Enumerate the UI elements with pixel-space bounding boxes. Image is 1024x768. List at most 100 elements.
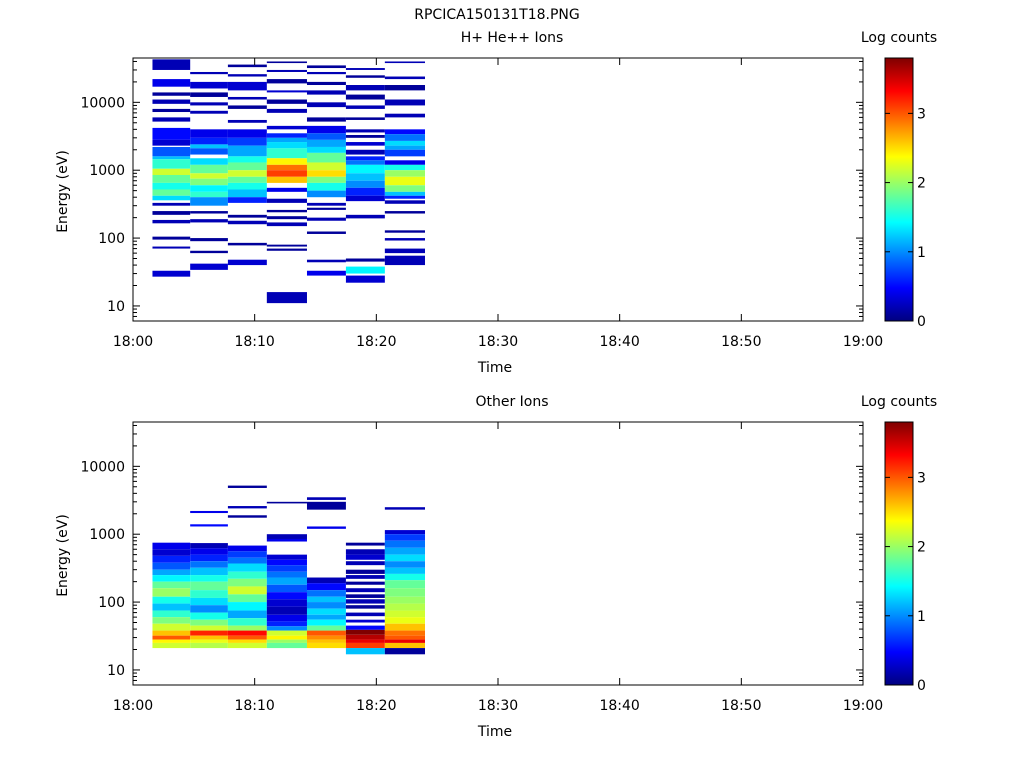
spectrogram-cell <box>227 563 267 572</box>
spectrogram-cell <box>384 191 425 196</box>
spectrogram-cell <box>306 207 346 210</box>
spectrogram-cell <box>384 540 425 548</box>
colorbar-tick-label: 0 <box>917 314 926 330</box>
spectrogram-cell <box>190 129 228 138</box>
spectrogram-cell <box>345 164 385 174</box>
x-tick-label: 18:30 <box>478 698 518 714</box>
spectrogram-cell <box>266 137 307 143</box>
spectrogram-cell <box>266 198 307 203</box>
spectrogram-cell <box>190 605 228 613</box>
spectrogram-cell <box>190 250 228 254</box>
spectrogram-cell <box>152 555 191 563</box>
x-tick-label: 18:20 <box>356 698 396 714</box>
spectrogram-cell <box>384 507 425 510</box>
spectrogram-cell <box>384 76 425 80</box>
x-tick-label: 19:00 <box>843 698 883 714</box>
figure-title: RPCICA150131T18.PNG <box>414 7 579 23</box>
spectrogram-cell <box>266 164 307 171</box>
spectrogram-cell <box>384 639 425 643</box>
spectrogram-cell <box>190 158 228 165</box>
spectrogram-cell <box>266 79 307 84</box>
spectrogram-cell <box>227 610 267 619</box>
spectrogram-cell <box>227 105 267 109</box>
spectrogram-cell <box>190 137 228 145</box>
spectrogram-cell <box>345 554 385 560</box>
colorbar <box>884 57 914 322</box>
spectrogram-cell <box>345 160 385 165</box>
spectrogram-cell <box>384 567 425 574</box>
spectrogram-cell <box>227 485 267 488</box>
spectrogram-cell <box>152 562 191 570</box>
spectrogram-cell <box>190 148 228 155</box>
y-tick-label: 10 <box>107 299 125 315</box>
spectrogram-cell <box>152 92 191 96</box>
spectrogram-cell <box>384 610 425 618</box>
spectrogram-cell <box>152 635 191 640</box>
spectrogram-cell <box>152 549 191 556</box>
spectrogram-cell <box>384 547 425 555</box>
spectrogram-cell <box>152 236 191 240</box>
spectrogram-cell <box>384 129 425 135</box>
spectrogram-cell <box>306 102 346 108</box>
spectrogram-cell <box>384 255 425 266</box>
spectrogram-cell <box>266 599 307 607</box>
spectrogram-cell <box>190 630 228 636</box>
spectrogram-cell <box>345 642 385 649</box>
spectrogram-cell <box>345 619 385 623</box>
spectrogram-cell <box>152 168 191 175</box>
spectrogram-cell <box>152 596 191 604</box>
spectrogram-cell <box>152 174 191 183</box>
spectrogram-cell <box>190 561 228 568</box>
spectrogram-cell <box>306 231 346 234</box>
y-tick-label: 10000 <box>80 459 125 475</box>
spectrogram-cell <box>345 85 385 91</box>
spectrogram-cell <box>227 74 267 77</box>
spectrogram-cell <box>266 606 307 615</box>
spectrogram-cell <box>190 219 228 223</box>
spectrogram-cell <box>345 612 385 617</box>
spectrogram-cell <box>227 220 267 225</box>
spectrogram-cell <box>152 156 191 160</box>
spectrogram-cell <box>266 630 307 636</box>
y-tick-label: 10 <box>107 663 125 679</box>
spectrogram-cell <box>190 543 228 549</box>
spectrogram-cell <box>227 96 267 100</box>
y-tick-label: 1000 <box>89 527 125 543</box>
spectrogram-cell <box>384 176 425 186</box>
spectrogram-cell <box>266 222 307 227</box>
spectrogram-cell <box>266 244 307 247</box>
spectrogram-cell <box>190 639 228 643</box>
spectrogram-cell <box>266 108 307 113</box>
spectrogram-cell <box>152 189 191 196</box>
spectrogram-cell <box>190 211 228 214</box>
spectrogram-cell <box>306 81 346 86</box>
spectrogram-cell <box>345 266 385 274</box>
spectrogram-cell <box>152 639 191 643</box>
spectrogram-cell <box>152 117 191 122</box>
x-tick-label: 18:50 <box>721 698 761 714</box>
spectrogram-cell <box>306 590 346 597</box>
spectrogram-cell <box>384 580 425 589</box>
spectrogram-cell <box>306 639 346 643</box>
x-tick-label: 18:40 <box>599 334 639 350</box>
spectrogram-cell <box>266 571 307 578</box>
spectrogram-cell <box>227 618 267 626</box>
spectrogram-cell <box>152 617 191 624</box>
spectrogram-cell <box>190 554 228 562</box>
spectrogram-cell <box>384 534 425 541</box>
spectrogram-cell <box>345 135 385 138</box>
spectrogram-cell <box>306 608 346 615</box>
spectrogram-cell <box>152 575 191 582</box>
spectrogram-cell <box>345 561 385 566</box>
colorbar-tick-label: 3 <box>917 470 926 486</box>
spectrogram-cell <box>345 117 385 120</box>
spectrogram-cell <box>345 149 385 155</box>
spectrogram-cell <box>384 530 425 535</box>
spectrogram-cell <box>345 569 385 574</box>
spectrogram-cell <box>190 173 228 179</box>
x-tick-label: 18:10 <box>234 334 274 350</box>
spectrogram-cell <box>152 159 191 169</box>
spectrogram-cell <box>266 538 307 542</box>
spectrogram-cell <box>384 185 425 192</box>
spectrogram-cell <box>384 630 425 636</box>
